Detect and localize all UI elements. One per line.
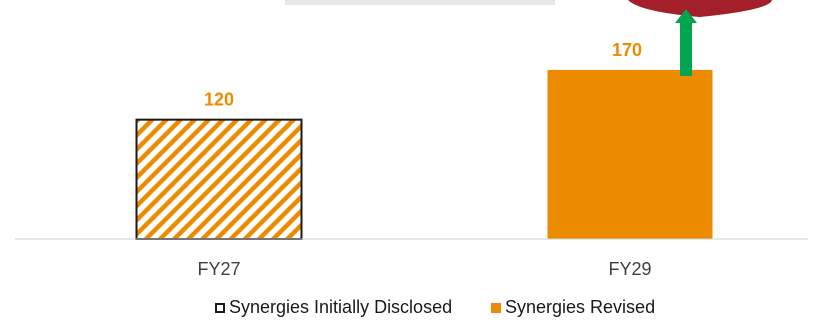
callout-shape <box>628 0 772 17</box>
bar-fy27 <box>135 118 303 240</box>
tick-label-fy29: FY29 <box>608 259 651 279</box>
legend-label-initial: Synergies Initially Disclosed <box>229 297 453 317</box>
legend-item-initial: Synergies Initially Disclosed <box>215 297 452 318</box>
data-label-fy29: 170 <box>612 40 642 60</box>
legend-swatch-solid <box>491 302 501 313</box>
bar-fy29 <box>547 69 713 239</box>
legend-item-revised: Synergies Revised <box>491 297 655 318</box>
legend: Synergies Initially Disclosed Synergies … <box>0 297 823 321</box>
data-label-fy27: 120 <box>204 90 234 110</box>
tick-label-fy27: FY27 <box>197 259 240 279</box>
up-arrow-icon <box>675 9 697 76</box>
title-remnant <box>285 0 555 5</box>
legend-swatch-hatched <box>215 302 225 313</box>
legend-label-revised: Synergies Revised <box>505 297 656 317</box>
